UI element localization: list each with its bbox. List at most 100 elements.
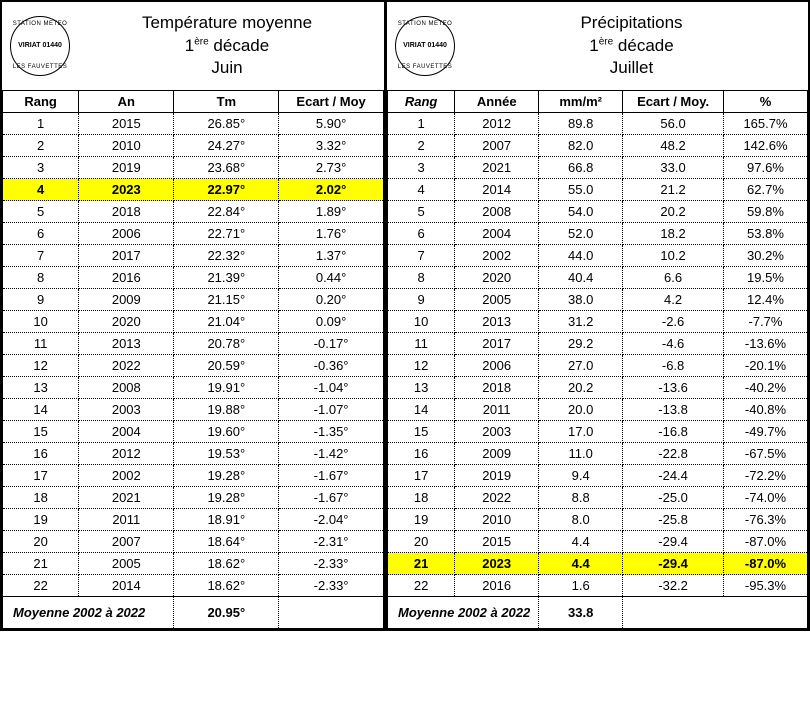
table-row: 9200538.04.212.4% xyxy=(388,289,808,311)
table-row: 21200518.62°-2.33° xyxy=(3,553,384,575)
table-row: 16200911.0-22.8-67.5% xyxy=(388,443,808,465)
table-cell: 2012 xyxy=(79,443,174,465)
table-cell: 12 xyxy=(3,355,79,377)
table-cell: 15 xyxy=(3,421,79,443)
table-cell: 2014 xyxy=(79,575,174,597)
table-cell: 29.2 xyxy=(539,333,623,355)
table-cell: -0.36° xyxy=(279,355,384,377)
table-cell: 2015 xyxy=(455,531,539,553)
mean-value: 20.95° xyxy=(174,597,279,629)
table-cell: 5 xyxy=(388,201,455,223)
table-cell: 19 xyxy=(3,509,79,531)
title-line-1: Précipitations xyxy=(463,12,800,35)
table-cell: 1.89° xyxy=(279,201,384,223)
table-cell: 97.6% xyxy=(723,157,807,179)
table-cell: -1.04° xyxy=(279,377,384,399)
table-cell: 59.8% xyxy=(723,201,807,223)
table-cell: 2003 xyxy=(79,399,174,421)
table-cell: -95.3% xyxy=(723,575,807,597)
table-row: 2201024.27°3.32° xyxy=(3,135,384,157)
table-row: 3202166.833.097.6% xyxy=(388,157,808,179)
table-cell: 48.2 xyxy=(623,135,724,157)
table-cell: 2004 xyxy=(455,223,539,245)
table-cell: -40.2% xyxy=(723,377,807,399)
logo-bot: LES FAUVETTES xyxy=(398,64,453,71)
table-cell: -22.8 xyxy=(623,443,724,465)
title-line-3: Juillet xyxy=(463,57,800,80)
table-row: 8202040.46.619.5% xyxy=(388,267,808,289)
table-cell: 1.76° xyxy=(279,223,384,245)
table-cell: 4.4 xyxy=(539,531,623,553)
table-row: 2220161.6-32.2-95.3% xyxy=(388,575,808,597)
table-cell: 2011 xyxy=(455,399,539,421)
table-row: 1720199.4-24.4-72.2% xyxy=(388,465,808,487)
table-cell: 18.2 xyxy=(623,223,724,245)
table-cell: 55.0 xyxy=(539,179,623,201)
column-header: Ecart / Moy. xyxy=(623,91,724,113)
table-cell: 14 xyxy=(3,399,79,421)
table-cell: 4 xyxy=(3,179,79,201)
table-cell: 21.2 xyxy=(623,179,724,201)
table-row: 11201320.78°-0.17° xyxy=(3,333,384,355)
table-cell: 2006 xyxy=(79,223,174,245)
table-cell: -13.8 xyxy=(623,399,724,421)
logo-top: STATION METEO xyxy=(13,21,68,28)
column-header: Année xyxy=(455,91,539,113)
table-cell: 19.28° xyxy=(174,465,279,487)
table-row: 10202021.04°0.09° xyxy=(3,311,384,333)
table-cell: 2 xyxy=(388,135,455,157)
table-cell: 2019 xyxy=(455,465,539,487)
table-row: 14201120.0-13.8-40.8% xyxy=(388,399,808,421)
table-cell: 18.64° xyxy=(174,531,279,553)
table-cell: 2011 xyxy=(79,509,174,531)
table-cell: -1.42° xyxy=(279,443,384,465)
tables-container: STATION METEO VIRIAT 01440 LES FAUVETTES… xyxy=(0,0,810,631)
table-cell: 11 xyxy=(388,333,455,355)
table-cell: -29.4 xyxy=(623,531,724,553)
table-cell: -1.35° xyxy=(279,421,384,443)
table-cell: 2005 xyxy=(455,289,539,311)
table-cell: 89.8 xyxy=(539,113,623,135)
table-cell: 2009 xyxy=(455,443,539,465)
table-cell: 19.91° xyxy=(174,377,279,399)
table-cell: 18.62° xyxy=(174,553,279,575)
table-cell: 2020 xyxy=(455,267,539,289)
table-cell: 165.7% xyxy=(723,113,807,135)
table-cell: -24.4 xyxy=(623,465,724,487)
table-cell: 2015 xyxy=(79,113,174,135)
title-line-1: Température moyenne xyxy=(78,12,376,35)
table-cell: 2002 xyxy=(79,465,174,487)
table-cell: 9 xyxy=(3,289,79,311)
table-cell: -4.6 xyxy=(623,333,724,355)
table-row: 15200317.0-16.8-49.7% xyxy=(388,421,808,443)
table-cell: -13.6 xyxy=(623,377,724,399)
table-cell: 2022 xyxy=(455,487,539,509)
precipitation-header: STATION METEO VIRIAT 01440 LES FAUVETTES… xyxy=(387,2,808,90)
table-cell: 2014 xyxy=(455,179,539,201)
table-row: 13201820.2-13.6-40.2% xyxy=(388,377,808,399)
table-row: 17200219.28°-1.67° xyxy=(3,465,384,487)
table-row: 7200244.010.230.2% xyxy=(388,245,808,267)
table-cell: 2022 xyxy=(79,355,174,377)
table-cell: 14 xyxy=(388,399,455,421)
table-row: 5200854.020.259.8% xyxy=(388,201,808,223)
table-cell: 54.0 xyxy=(539,201,623,223)
table-cell: 9.4 xyxy=(539,465,623,487)
table-cell: 0.09° xyxy=(279,311,384,333)
table-cell: 23.68° xyxy=(174,157,279,179)
table-cell: 26.85° xyxy=(174,113,279,135)
table-cell: 12.4% xyxy=(723,289,807,311)
logo-mid: VIRIAT 01440 xyxy=(403,42,447,50)
table-cell: 3 xyxy=(3,157,79,179)
table-cell: 142.6% xyxy=(723,135,807,157)
table-cell: 2.73° xyxy=(279,157,384,179)
table-cell: 21 xyxy=(388,553,455,575)
table-cell: 8 xyxy=(3,267,79,289)
table-cell: 66.8 xyxy=(539,157,623,179)
table-cell: 3 xyxy=(388,157,455,179)
column-header: Rang xyxy=(388,91,455,113)
table-cell: 2021 xyxy=(79,487,174,509)
table-cell: 2 xyxy=(3,135,79,157)
temperature-header: STATION METEO VIRIAT 01440 LES FAUVETTES… xyxy=(2,2,384,90)
table-cell: 20.59° xyxy=(174,355,279,377)
